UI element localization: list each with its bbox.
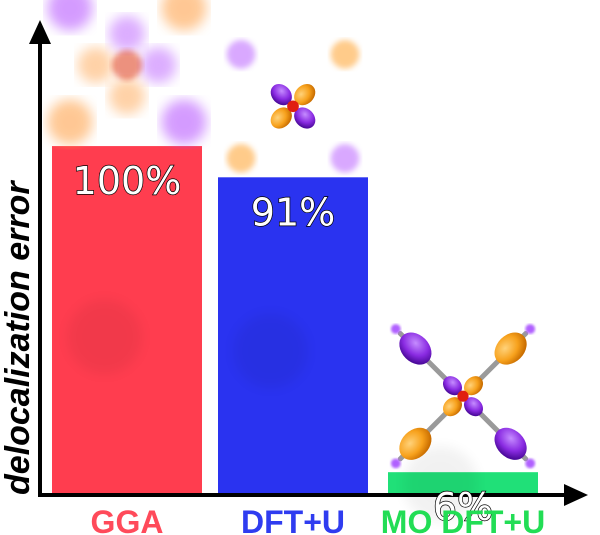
y-axis-arrow-icon bbox=[29, 20, 51, 44]
category-label: DFT+U bbox=[241, 504, 345, 535]
orbital-isosurface-icon bbox=[47, 0, 207, 145]
orbital-isosurface-icon bbox=[390, 324, 536, 469]
bar-texture bbox=[403, 446, 478, 522]
bar-value-label: 91% bbox=[251, 190, 335, 234]
orbital-isosurface-icon bbox=[226, 40, 360, 173]
bar-texture bbox=[233, 313, 308, 389]
category-label: GGA bbox=[91, 504, 164, 535]
category-label: MO DFT+U bbox=[381, 504, 545, 535]
bar-texture bbox=[67, 299, 142, 375]
x-axis-arrow-icon bbox=[564, 484, 588, 506]
bar-value-label: 6% bbox=[433, 485, 493, 529]
bar-value-label: 100% bbox=[73, 159, 182, 203]
y-axis-label: delocalization error bbox=[0, 180, 37, 495]
